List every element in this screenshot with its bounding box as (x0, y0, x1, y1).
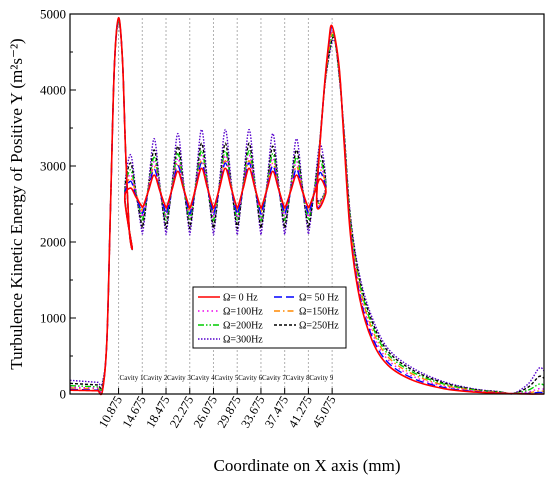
y-tick-label: 4000 (40, 83, 66, 98)
cavity-label-3: Cavity 3 (167, 374, 191, 382)
legend-label-4: Ω=200Hz (223, 321, 263, 332)
cavity-labels: Cavity 1 Cavity 2 Cavity 3 Cavity 4 Cavity 5… (120, 374, 334, 382)
legend-label-2: Ω=100Hz (223, 307, 263, 318)
cavity-label-6: Cavity 6 (238, 374, 262, 382)
legend-label-5: Ω=250Hz (299, 321, 339, 332)
cavity-label-4: Cavity 4 (191, 374, 215, 382)
series-layer (69, 16, 545, 396)
y-axis-ticks: 0 1000 2000 3000 4000 5000 (40, 7, 76, 402)
y-axis-title: Turbulence Kinetic Energy of Positive Y … (7, 38, 26, 369)
cavity-label-5: Cavity 5 (214, 374, 238, 382)
legend-label-1: Ω= 50 Hz (299, 293, 339, 304)
cavity-label-7: Cavity 7 (262, 374, 286, 382)
legend-label-3: Ω=150Hz (299, 307, 339, 318)
y-tick-label: 0 (60, 387, 67, 402)
legend-label-6: Ω=300Hz (223, 335, 263, 346)
cavity-label-2: Cavity 2 (143, 374, 167, 382)
legend: Ω= 0 Hz Ω= 50 Hz Ω=100Hz Ω=150Hz Ω=200Hz Ω=25… (192, 286, 347, 349)
cavity-label-1: Cavity 1 (120, 374, 144, 382)
y-tick-label: 3000 (40, 159, 66, 174)
cavity-label-9: Cavity 9 (309, 374, 333, 382)
x-axis-title: Coordinate on X axis (mm) (214, 456, 401, 475)
y-tick-label: 2000 (40, 235, 66, 250)
legend-label-0: Ω= 0 Hz (223, 293, 258, 304)
series-line-0 (69, 16, 544, 396)
y-tick-label: 5000 (40, 7, 66, 22)
cavity-label-8: Cavity 8 (286, 374, 310, 382)
y-tick-label: 1000 (40, 311, 66, 326)
x-tick-label: 45.075 (309, 394, 338, 431)
